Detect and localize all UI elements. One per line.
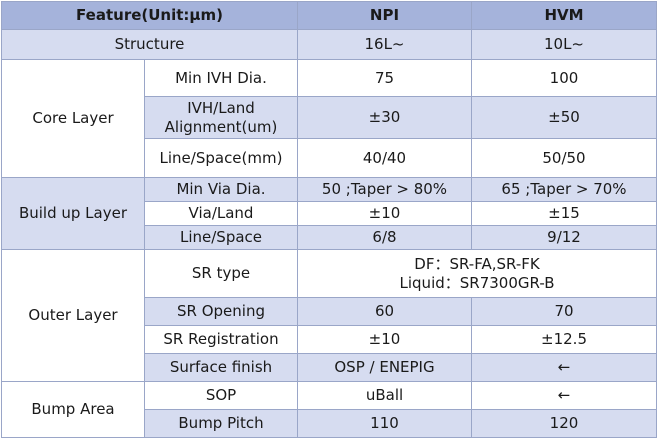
outer-sr-registration-label: SR Registration xyxy=(144,325,298,354)
core-row-2: IVH/Land Alignment(um) ±30 ±50 xyxy=(2,96,657,139)
header-hvm: HVM xyxy=(471,1,657,30)
outer-sr-opening-hvm: 70 xyxy=(471,297,657,326)
buildup-min-via-hvm: 65 ;Taper > 70% xyxy=(471,177,657,202)
buildup-min-via-label: Min Via Dia. xyxy=(144,177,298,202)
header-row: Feature(Unit:μm) NPI HVM xyxy=(1,1,657,30)
outer-surface-finish-hvm: ← xyxy=(471,353,657,382)
core-ivh-alignment-hvm: ±50 xyxy=(471,96,657,139)
outer-sr-type-label: SR type xyxy=(144,249,298,298)
core-line-space-label: Line/Space(mm) xyxy=(144,138,298,178)
buildup-via-land-hvm: ±15 xyxy=(471,201,657,226)
bump-row-2: Bump Pitch 110 120 xyxy=(2,409,657,438)
buildup-row-1: Build up Layer Min Via Dia. 50 ;Taper > … xyxy=(1,177,657,250)
structure-label: Structure xyxy=(1,29,298,60)
core-ivh-alignment-npi: ±30 xyxy=(297,96,472,139)
bump-pitch-npi: 110 xyxy=(297,409,472,438)
core-row-1: Core Layer Min IVH Dia. 75 100 xyxy=(1,59,657,178)
buildup-row-2: Via/Land ±10 ±15 xyxy=(2,201,657,226)
outer-layer-group: Outer Layer xyxy=(1,249,145,382)
buildup-line-space-hvm: 9/12 xyxy=(471,225,657,250)
buildup-min-via-npi: 50 ;Taper > 80% xyxy=(297,177,472,202)
bump-sop-hvm: ← xyxy=(471,381,657,410)
core-ivh-alignment-label: IVH/Land Alignment(um) xyxy=(144,96,298,139)
header-npi: NPI xyxy=(297,1,472,30)
outer-surface-finish-npi: OSP / ENEPIG xyxy=(297,353,472,382)
outer-sr-type-line2: Liquid：SR7300GR-B xyxy=(399,273,555,292)
bump-area-group: Bump Area xyxy=(1,381,145,438)
buildup-via-land-label: Via/Land xyxy=(144,201,298,226)
buildup-layer-group: Build up Layer xyxy=(1,177,145,250)
outer-row-1: Outer Layer SR type DF：SR-FA,SR-FK Liqui… xyxy=(1,249,657,382)
outer-sr-registration-hvm: ±12.5 xyxy=(471,325,657,354)
bump-sop-npi: uBall xyxy=(297,381,472,410)
structure-hvm: 10L~ xyxy=(471,29,657,60)
core-line-space-hvm: 50/50 xyxy=(471,138,657,178)
outer-sr-opening-npi: 60 xyxy=(297,297,472,326)
buildup-row-3: Line/Space 6/8 9/12 xyxy=(2,225,657,250)
bump-sop-label: SOP xyxy=(144,381,298,410)
outer-sr-type-value: DF：SR-FA,SR-FK Liquid：SR7300GR-B xyxy=(297,249,657,298)
outer-sr-type-line1: DF：SR-FA,SR-FK xyxy=(414,254,540,273)
outer-sr-opening-label: SR Opening xyxy=(144,297,298,326)
core-line-space-npi: 40/40 xyxy=(297,138,472,178)
core-min-ivh-npi: 75 xyxy=(297,59,472,97)
outer-surface-finish-label: Surface finish xyxy=(144,353,298,382)
structure-npi: 16L~ xyxy=(297,29,472,60)
core-ivh-alignment-line1: IVH/Land xyxy=(187,98,255,117)
core-ivh-alignment-line2: Alignment(um) xyxy=(164,117,278,136)
core-min-ivh-hvm: 100 xyxy=(471,59,657,97)
core-layer-group: Core Layer xyxy=(1,59,145,178)
buildup-line-space-label: Line/Space xyxy=(144,225,298,250)
bump-pitch-hvm: 120 xyxy=(471,409,657,438)
outer-row-4: Surface finish OSP / ENEPIG ← xyxy=(2,353,657,382)
structure-row: Structure 16L~ 10L~ xyxy=(1,29,657,60)
bump-row-1: Bump Area SOP uBall ← xyxy=(1,381,657,438)
outer-row-3: SR Registration ±10 ±12.5 xyxy=(2,325,657,354)
header-feature: Feature(Unit:μm) xyxy=(1,1,298,30)
core-min-ivh-label: Min IVH Dia. xyxy=(144,59,298,97)
buildup-via-land-npi: ±10 xyxy=(297,201,472,226)
buildup-line-space-npi: 6/8 xyxy=(297,225,472,250)
bump-pitch-label: Bump Pitch xyxy=(144,409,298,438)
outer-sr-registration-npi: ±10 xyxy=(297,325,472,354)
